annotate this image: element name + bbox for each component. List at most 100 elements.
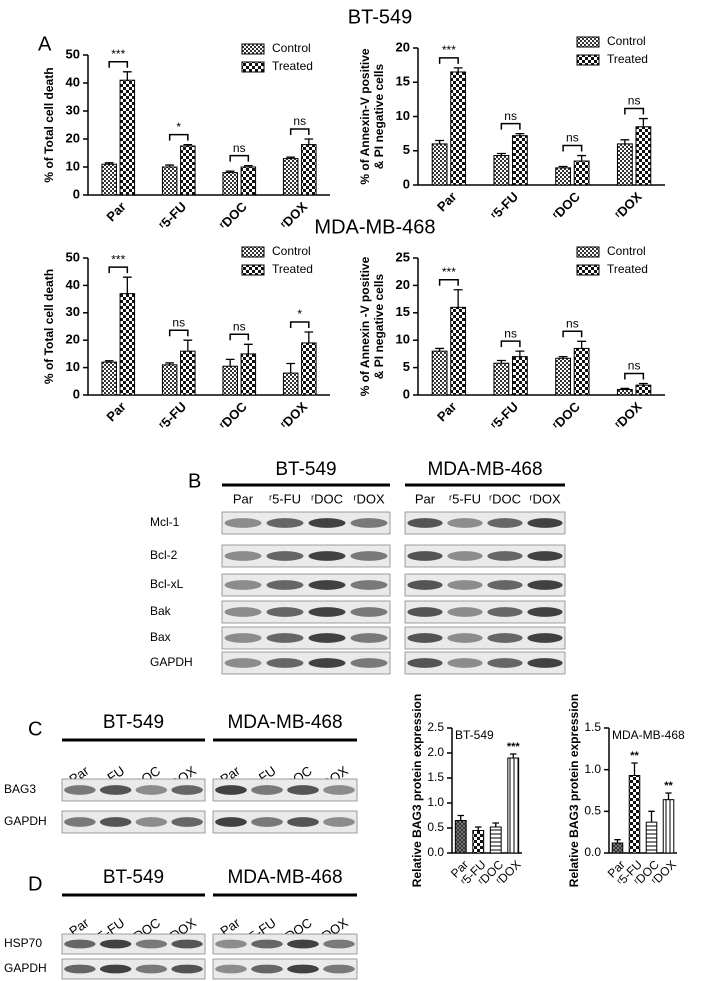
blot-band xyxy=(407,633,443,643)
lane-label: ʳ5-FU xyxy=(449,491,481,506)
blot-band xyxy=(323,939,355,949)
bar xyxy=(511,356,528,396)
bar xyxy=(431,350,448,396)
legend-swatch xyxy=(576,246,600,258)
legend-label: Control xyxy=(272,244,311,258)
y-tick-label: 0 xyxy=(73,186,80,201)
blot-band xyxy=(215,964,247,974)
bar xyxy=(645,821,658,854)
row-label: GAPDH xyxy=(4,814,47,828)
blot-band xyxy=(287,939,319,949)
significance-bracket xyxy=(289,128,310,135)
bar xyxy=(662,799,675,854)
blot-band xyxy=(171,785,203,795)
blot-strip xyxy=(61,958,206,980)
bar xyxy=(611,842,624,854)
significance-label: *** xyxy=(111,252,125,266)
blot-band xyxy=(171,964,203,974)
significance-bracket xyxy=(438,57,459,64)
y-tick-label: 0 xyxy=(73,386,80,401)
blot-band xyxy=(350,518,388,528)
blot-band xyxy=(99,939,132,949)
significance-bracket xyxy=(108,61,129,68)
lane-label: Par xyxy=(233,491,254,506)
bar xyxy=(222,365,238,396)
blot-band xyxy=(487,633,523,643)
error-bar xyxy=(225,358,235,367)
blot-strip xyxy=(61,810,206,834)
blot-band xyxy=(308,607,346,617)
row-label: Bax xyxy=(150,630,171,644)
legend-swatch xyxy=(241,61,265,73)
panel-label: B xyxy=(188,470,201,492)
blot-band xyxy=(407,580,443,590)
y-axis-label: & PI negative cells xyxy=(372,273,386,379)
x-tick-label: ʳ5-FU xyxy=(156,399,189,432)
blot-band xyxy=(447,633,483,643)
blot-band xyxy=(266,551,304,561)
y-tick-label: 15 xyxy=(396,304,410,319)
blot-strip xyxy=(221,511,391,535)
bar xyxy=(282,372,299,396)
blot-band xyxy=(323,964,355,974)
legend-label: Control xyxy=(272,41,311,55)
blot-band xyxy=(266,518,304,528)
y-tick-label: 0.5 xyxy=(427,820,444,834)
panel-label: D xyxy=(28,873,42,895)
bar xyxy=(431,143,448,186)
row-label: Bcl-2 xyxy=(150,548,178,562)
y-axis-label: Relative BAG3 protein expression xyxy=(567,694,581,887)
legend-swatch xyxy=(576,54,600,66)
legend-swatch xyxy=(576,36,600,48)
bar xyxy=(161,364,178,396)
y-tick-label: 10 xyxy=(396,332,410,347)
error-bar xyxy=(558,355,568,359)
blot-band xyxy=(224,518,262,528)
blot-strip xyxy=(404,651,566,675)
error-bar xyxy=(304,138,314,145)
error-bar xyxy=(577,154,587,162)
blot-band xyxy=(135,817,168,827)
significance-label: ns xyxy=(566,131,579,145)
bar xyxy=(180,145,196,196)
error-bar xyxy=(515,350,525,357)
blot-heading: BT-549 xyxy=(103,867,164,888)
blot-band xyxy=(308,518,346,528)
chart-title: MDA-MB-468 xyxy=(612,728,685,742)
error-bar xyxy=(457,814,465,821)
y-tick-label: 20 xyxy=(396,39,410,54)
bar xyxy=(555,357,572,396)
blot-band xyxy=(135,939,168,949)
row-label: HSP70 xyxy=(4,936,42,950)
blot-band xyxy=(350,551,388,561)
bar xyxy=(489,826,502,854)
y-tick-label: 0.0 xyxy=(584,845,601,859)
y-axis-label: & PI negative cells xyxy=(372,63,386,169)
error-bar xyxy=(453,289,463,308)
y-tick-label: 40 xyxy=(66,277,80,292)
x-tick-label: Par xyxy=(103,199,128,224)
error-bar xyxy=(304,331,314,343)
blot-heading: MDA-MB-468 xyxy=(227,867,342,888)
blot-band xyxy=(527,607,563,617)
y-axis-label: % of Annexin -V positive xyxy=(358,256,372,396)
row-label: Bak xyxy=(150,604,172,618)
significance-label: ns xyxy=(293,114,306,128)
lane-label: ʳDOC xyxy=(489,491,521,506)
lane-label: ʳDOC xyxy=(311,491,343,506)
blot-strip xyxy=(221,626,391,650)
blot-band xyxy=(215,785,247,795)
y-tick-label: 2.0 xyxy=(427,745,444,759)
blot-band xyxy=(447,580,483,590)
bar xyxy=(493,155,510,186)
significance-bracket xyxy=(168,329,189,337)
error-bar xyxy=(577,340,587,349)
y-tick-label: 2.5 xyxy=(427,720,444,734)
significance-label: ns xyxy=(233,141,246,155)
blot-strip xyxy=(404,600,566,624)
blot-strip xyxy=(212,810,358,834)
blot-band xyxy=(308,633,346,643)
blot-band xyxy=(487,658,523,668)
y-tick-label: 50 xyxy=(66,46,80,61)
